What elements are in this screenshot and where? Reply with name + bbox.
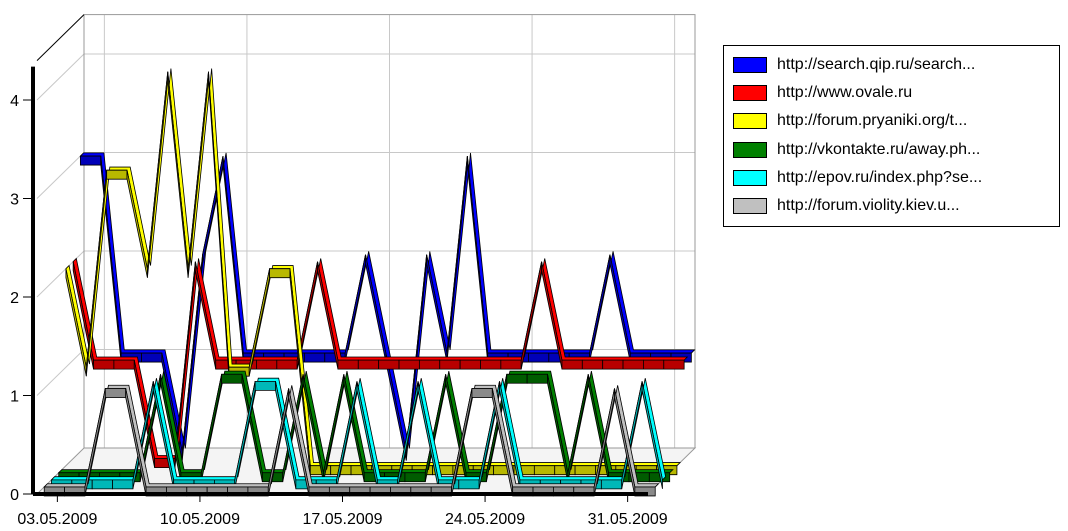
grid-diag-3 (36, 152, 85, 199)
series-2-segment-3 (113, 359, 135, 370)
series-2-segment-28 (622, 359, 644, 370)
x-tick-label-2: 10.05.2009 (160, 511, 240, 528)
series-2-segment-11 (276, 359, 298, 370)
axes: 0 1 2 3 4 03.05.2009 10.05.2009 17.05.2009 24.05… (10, 66, 668, 528)
legend-swatch-4 (733, 142, 767, 158)
series-5-segment-3 (91, 479, 113, 490)
series-2-segment-20 (459, 359, 481, 370)
series-4-segment-9 (221, 373, 243, 384)
legend-swatch-3 (733, 113, 767, 129)
legend-swatch-6 (733, 198, 767, 214)
left-wall-top (36, 14, 85, 61)
series-3-segment-6 (167, 71, 189, 278)
series-2-segment-21 (480, 359, 502, 370)
series-2-segment-10 (256, 359, 278, 370)
series-1-segment-26 (589, 254, 611, 363)
legend-item-6: http://forum.violity.kiev.u... (733, 194, 960, 218)
series-3-segment-4 (126, 170, 148, 278)
y-tick-label-3: 3 (10, 192, 19, 209)
series-1-segment-19 (446, 155, 468, 363)
legend-label-3: http://forum.pryaniki.org/t... (777, 112, 968, 129)
series-2 (72, 257, 689, 469)
series-1-segment-4 (141, 352, 163, 363)
series-1-segment-1 (79, 155, 102, 166)
series-6-segment-4 (104, 388, 127, 398)
legend-swatch-5 (733, 170, 767, 186)
series-2-segment-2 (93, 359, 115, 370)
series-1-segment-12 (304, 352, 326, 363)
legend-label-5: http://epov.ru/index.php?se... (777, 169, 983, 186)
series-3-segment-2 (85, 170, 108, 377)
series-2-segment-16 (378, 359, 400, 370)
legend-item-2: http://www.ovale.ru (733, 81, 912, 105)
series-4-segment-24 (526, 373, 548, 384)
y-tick-label-2: 2 (10, 290, 19, 307)
grid-diag-1 (36, 349, 85, 396)
x-tick-label-3: 17.05.2009 (302, 511, 382, 528)
legend-label-4: http://vkontakte.ru/away.ph... (777, 141, 981, 158)
legend-swatch-2 (733, 85, 767, 101)
legend-item-5: http://epov.ru/index.php?se... (733, 166, 982, 190)
series-2-segment-22 (500, 359, 522, 370)
series-1-segment-20 (466, 155, 489, 363)
legend-label-2: http://www.ovale.ru (777, 84, 913, 101)
series-3-segment-5 (146, 71, 169, 278)
legend: http://search.qip.ru/search... http://ww… (723, 45, 1060, 227)
y-tick-label-4: 4 (10, 93, 19, 110)
x-tick-label-5: 31.05.2009 (588, 511, 668, 528)
series-3-segment-3 (106, 169, 128, 180)
series-1-segment-18 (426, 254, 448, 363)
series-5-segment-11 (254, 380, 276, 391)
series-3-segment-24 (533, 465, 556, 476)
series-2-segment-18 (418, 359, 441, 370)
series-2-segment-29 (643, 359, 665, 370)
series-2-segment-17 (398, 359, 420, 370)
y-tick-label-0: 0 (10, 487, 19, 504)
series-1-segment-2 (100, 155, 122, 363)
series-1-segment-27 (609, 254, 631, 363)
series-6-segment-22 (471, 388, 493, 398)
series-1-segment-15 (365, 254, 387, 363)
x-tick-label-4: 24.05.2009 (445, 511, 525, 528)
series-4-segment-23 (506, 373, 528, 384)
legend-item-4: http://vkontakte.ru/away.ph... (733, 138, 980, 162)
series-5-segment-28 (600, 479, 623, 490)
x-tick-label-1: 03.05.2009 (17, 511, 97, 528)
series-2-segment-26 (581, 359, 604, 370)
series-5-segment-21 (458, 479, 480, 490)
series-2-segment-25 (561, 359, 583, 370)
series-3-segment-26 (574, 465, 596, 476)
series-3-segment-11 (269, 268, 291, 279)
legend-label-1: http://search.qip.ru/search... (777, 56, 976, 73)
series-1-segment-14 (344, 254, 366, 363)
series-2-segment-27 (602, 359, 624, 370)
grid-diag-4 (36, 53, 85, 101)
series-2-segment-15 (357, 359, 380, 370)
legend-swatch-1 (733, 57, 767, 73)
series-1-segment-23 (528, 352, 550, 363)
series-2-segment-30 (663, 359, 685, 370)
series-layer (43, 68, 696, 497)
series-4-segment-18 (404, 472, 426, 483)
y-tick-label-1: 1 (10, 389, 19, 406)
series-5-segment-4 (112, 479, 134, 490)
legend-label-6: http://forum.violity.kiev.u... (777, 197, 960, 214)
series-2-segment-19 (439, 359, 461, 370)
series-5-segment-30 (641, 381, 663, 489)
legend-item-3: http://forum.pryaniki.org/t... (733, 109, 967, 133)
series-3 (65, 68, 682, 476)
legend-item-1: http://search.qip.ru/search... (733, 53, 975, 77)
series-2-segment-14 (337, 359, 359, 370)
